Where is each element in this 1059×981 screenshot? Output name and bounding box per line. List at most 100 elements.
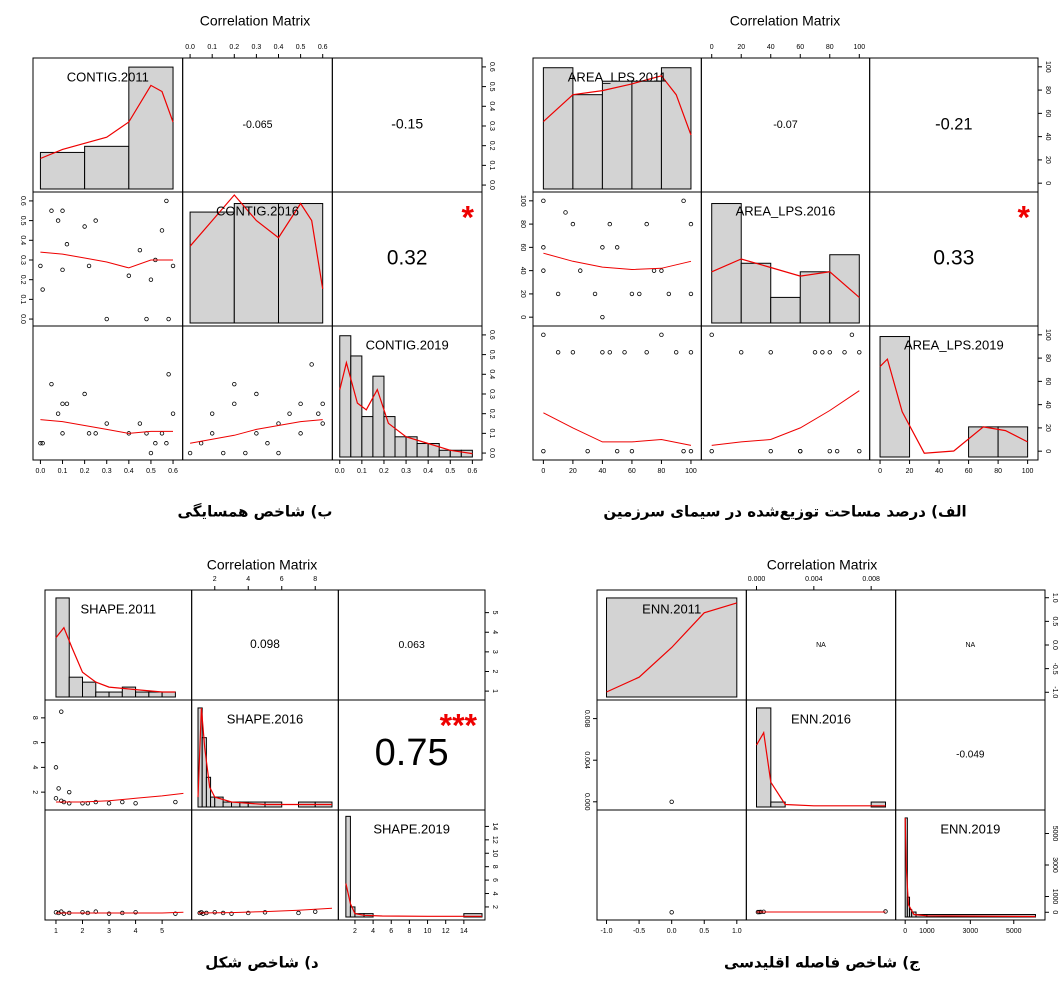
tick-label: 0.0 <box>36 468 46 475</box>
tick-label: 0.4 <box>124 468 134 475</box>
scatter-point <box>768 350 773 355</box>
scatter-point <box>798 448 803 454</box>
tick-label: 0.4 <box>488 369 495 379</box>
tick-label: 1.0 <box>1051 593 1058 603</box>
density-curve <box>345 883 482 917</box>
hist-bar <box>135 691 150 698</box>
scatter-point <box>276 450 281 456</box>
scatter-point <box>187 450 193 456</box>
scatter-point <box>229 911 234 916</box>
scatter-point <box>585 448 590 454</box>
variable-name: CONTIG.2019 <box>366 337 449 352</box>
hist-bar <box>572 94 603 190</box>
correlation: -0.21 <box>935 115 972 133</box>
tick-label: 0.4 <box>423 468 433 475</box>
fit-line <box>543 252 692 271</box>
scatter-point <box>563 210 568 215</box>
fit-line <box>40 251 173 269</box>
hist-bar <box>345 815 351 918</box>
tick-label: 20 <box>1044 424 1051 432</box>
density-curve <box>879 357 1028 454</box>
scatter-point <box>80 910 85 915</box>
tick-label: 0.5 <box>19 216 26 226</box>
tick-label: 0.2 <box>229 44 239 51</box>
tick-label: 5 <box>160 928 164 935</box>
scatter-point <box>243 450 248 456</box>
cell <box>745 809 897 921</box>
scatter-point <box>173 911 178 916</box>
scatter-point <box>320 421 325 426</box>
tick-label: 5000 <box>1051 826 1058 842</box>
hist-bar <box>82 681 97 698</box>
tick-label: 0 <box>878 468 882 475</box>
scatter-point <box>166 316 171 322</box>
hist-bar <box>189 211 235 324</box>
scatter-point <box>209 411 215 416</box>
tick-label: 0.5 <box>488 350 495 360</box>
tick-label: 0.0 <box>335 468 345 475</box>
scatter-point <box>153 441 158 446</box>
tick-label: 4 <box>31 765 38 769</box>
scatter-point <box>622 350 627 355</box>
scatter-point <box>541 332 546 338</box>
tick-label: 0.0 <box>488 448 495 458</box>
hist-bar <box>997 426 1029 458</box>
variable-name: AREA_LPS.2016 <box>736 203 836 218</box>
scatter-point <box>298 401 303 407</box>
scatter-point <box>820 350 825 355</box>
scatter-point <box>93 431 98 436</box>
tick-label: 0.6 <box>488 62 495 72</box>
tick-label: 0.004 <box>583 751 590 769</box>
scatter-point <box>40 441 45 446</box>
scatter-point <box>827 448 832 454</box>
hist-bar <box>210 796 216 808</box>
scatter-point <box>80 801 85 806</box>
scatter-point <box>316 411 321 416</box>
tick-label: 0.6 <box>488 330 495 340</box>
scatter-point <box>541 198 546 204</box>
tick-label: 0.6 <box>19 196 26 206</box>
scatter-point <box>600 314 605 320</box>
tick-label: 0.2 <box>379 468 389 475</box>
tick-label: 14 <box>460 928 468 935</box>
chart-title: Correlation Matrix <box>207 557 317 573</box>
scatter-point <box>614 245 620 250</box>
hist-bar <box>968 426 999 458</box>
tick-label: 5000 <box>1006 928 1022 935</box>
tick-label: 80 <box>826 44 834 51</box>
scatter-point <box>688 350 694 355</box>
variable-name: CONTIG.2016 <box>216 203 299 218</box>
hist-bar <box>601 80 633 190</box>
caption: د) شاخص شکل <box>205 954 319 972</box>
tick-label: 80 <box>1044 354 1051 362</box>
cell <box>869 325 1039 461</box>
hist-bar <box>879 336 911 458</box>
density-curve <box>606 602 737 693</box>
scatter-point <box>541 245 546 250</box>
tick-label: 3 <box>491 650 498 654</box>
scatter-point <box>570 221 576 227</box>
variable-name: ENN.2019 <box>940 821 1000 836</box>
tick-label: 40 <box>599 468 607 475</box>
tick-label: 100 <box>1044 61 1051 73</box>
scatter-point <box>60 267 65 273</box>
cell <box>331 325 483 461</box>
tick-label: 0.5 <box>488 82 495 92</box>
scatter-point <box>49 381 54 387</box>
cell <box>44 699 193 811</box>
tick-label: 20 <box>1044 156 1051 164</box>
scatter-point <box>570 350 576 355</box>
density-curve <box>711 258 860 298</box>
scatter-point <box>834 448 840 454</box>
hist-bar <box>233 203 279 324</box>
correlation: -0.065 <box>242 119 272 131</box>
density-curve <box>55 626 176 693</box>
tick-label: 0 <box>903 928 907 935</box>
scatter-point <box>106 911 112 916</box>
hist-bar <box>438 449 451 458</box>
cell <box>44 809 193 921</box>
scatter-point <box>82 224 87 229</box>
variable-name: SHAPE.2019 <box>373 821 450 836</box>
tick-label: 0.1 <box>19 295 26 305</box>
